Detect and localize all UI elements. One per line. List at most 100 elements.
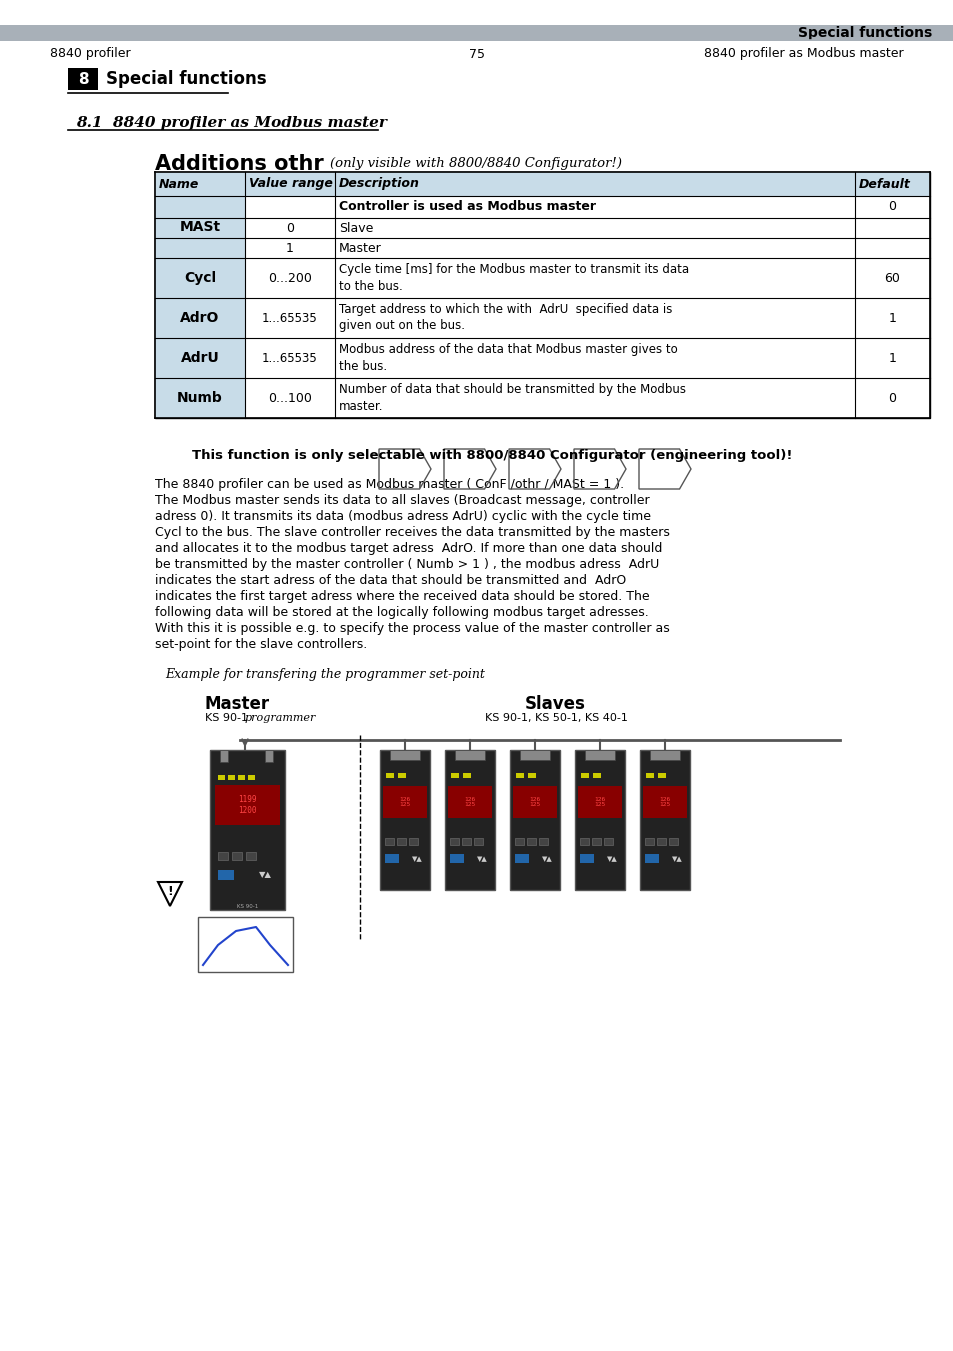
Bar [228,775,234,780]
Text: KS 90-1: KS 90-1 [236,904,258,908]
Text: Value range: Value range [249,177,333,190]
Bar [198,917,293,971]
Text: ▼▲: ▼▲ [606,857,617,862]
Text: 60: 60 [883,272,900,285]
Text: 1: 1 [887,351,896,365]
Text: 0...100: 0...100 [268,392,312,404]
Bar [575,750,624,890]
Bar [218,775,225,780]
Bar [385,838,394,844]
Text: ▼▲: ▼▲ [258,870,272,880]
Text: 1...65535: 1...65535 [262,351,317,365]
Bar [409,838,417,844]
Bar [218,870,233,880]
Bar [265,750,273,762]
Bar [579,854,594,863]
Text: 126
125: 126 125 [464,797,476,808]
Text: 75: 75 [469,47,484,61]
Bar [210,750,285,911]
Text: 0: 0 [887,200,896,213]
Text: 0: 0 [286,222,294,235]
Bar [68,68,98,91]
Bar [516,773,523,778]
Bar [246,852,255,861]
Text: 0...200: 0...200 [268,272,312,285]
Text: 126
125: 126 125 [594,797,605,808]
Bar [644,854,659,863]
Bar [580,773,588,778]
Bar [237,775,245,780]
Bar [461,838,471,844]
Text: 8840 profiler: 8840 profiler [50,47,131,61]
Bar [154,338,245,378]
Text: 126
125: 126 125 [659,797,670,808]
Bar [154,196,245,258]
Text: Name: Name [159,177,199,190]
Text: 8.1  8840 profiler as Modbus master: 8.1 8840 profiler as Modbus master [76,116,387,130]
Text: 1: 1 [286,242,294,254]
Bar [382,786,427,817]
Text: indicates the first target adress where the received data should be stored. The: indicates the first target adress where … [154,590,649,603]
Bar [154,378,245,417]
Bar [644,838,654,844]
Bar [642,786,686,817]
Text: following data will be stored at the logically following modbus target adresses.: following data will be stored at the log… [154,607,648,619]
Bar [645,773,654,778]
Text: Controller is used as Modbus master: Controller is used as Modbus master [338,200,596,213]
Bar [593,773,600,778]
Text: Cycl to the bus. The slave controller receives the data transmitted by the maste: Cycl to the bus. The slave controller re… [154,526,669,539]
Bar [515,854,529,863]
Text: AdrU: AdrU [180,351,219,365]
Text: Slaves: Slaves [524,694,585,713]
Text: 8840 profiler as Modbus master: 8840 profiler as Modbus master [703,47,903,61]
Text: This function is only selectable with 8800/8840 Configurator (engineering tool)!: This function is only selectable with 88… [192,450,792,462]
Text: Additions othr: Additions othr [154,154,323,174]
Bar [451,773,458,778]
Text: 126
125: 126 125 [399,797,410,808]
Text: 126
125: 126 125 [529,797,540,808]
Bar [592,838,600,844]
Text: (only visible with 8800/8840 Configurator!): (only visible with 8800/8840 Configurato… [330,157,621,169]
Bar [448,786,492,817]
Bar [657,838,665,844]
Bar [218,852,228,861]
Text: Target address to which the with  AdrU  specified data is: Target address to which the with AdrU sp… [338,304,672,316]
Text: to the bus.: to the bus. [338,280,402,293]
Bar [397,773,406,778]
Text: Slave: Slave [338,222,373,235]
Text: With this it is possible e.g. to specify the process value of the master control: With this it is possible e.g. to specify… [154,621,669,635]
Bar [474,838,482,844]
Text: !: ! [167,885,172,897]
Text: MASt: MASt [179,220,220,234]
Text: indicates the start adress of the data that should be transmitted and  AdrO: indicates the start adress of the data t… [154,574,625,586]
Text: the bus.: the bus. [338,359,387,373]
Text: Special functions: Special functions [106,70,266,88]
Text: AdrO: AdrO [180,311,219,326]
Text: Master: Master [205,694,270,713]
Text: ▼▲: ▼▲ [671,857,681,862]
Text: Master: Master [338,242,381,254]
Bar [527,773,536,778]
Bar [379,750,430,890]
Text: ▼▲: ▼▲ [541,857,552,862]
Bar [649,750,679,761]
Text: set-point for the slave controllers.: set-point for the slave controllers. [154,638,367,651]
Bar [603,838,613,844]
Bar [584,750,615,761]
Text: 1199
1200: 1199 1200 [238,796,256,815]
Bar [658,773,665,778]
Bar [154,172,929,417]
Bar [519,750,550,761]
Bar [668,838,678,844]
Text: be transmitted by the master controller ( Numb > 1 ) , the modbus adress  AdrU: be transmitted by the master controller … [154,558,659,571]
Text: The Modbus master sends its data to all slaves (Broadcast message, controller: The Modbus master sends its data to all … [154,494,649,507]
Text: Description: Description [338,177,419,190]
Bar [220,750,228,762]
Bar [639,750,689,890]
Text: adress 0). It transmits its data (modbus adress AdrU) cyclic with the cycle time: adress 0). It transmits its data (modbus… [154,509,650,523]
Text: The 8840 profiler can be used as Modbus master ( ConF /othr / MASt = 1 ).: The 8840 profiler can be used as Modbus … [154,478,623,490]
Bar [579,838,588,844]
Text: Cycl: Cycl [184,272,215,285]
Text: programmer: programmer [245,713,316,723]
Bar [385,854,398,863]
